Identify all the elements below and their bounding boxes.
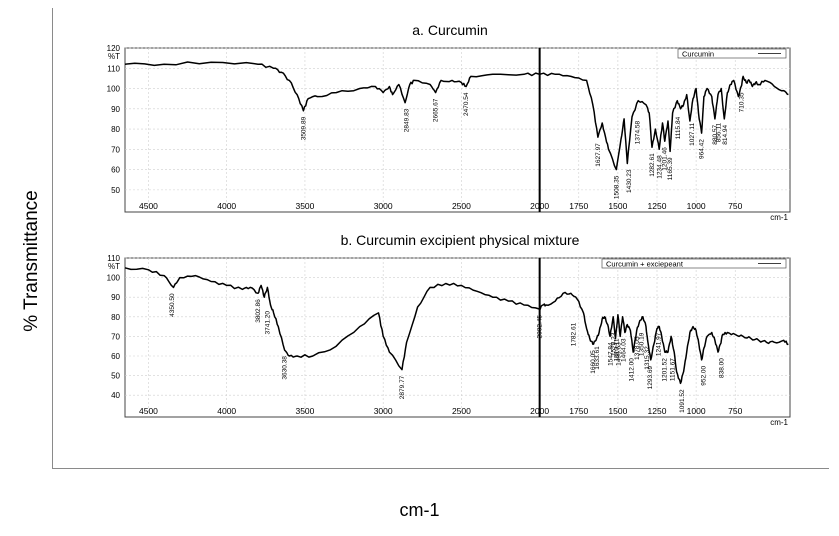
x-unit-label: cm-1 — [770, 418, 788, 427]
peak-label: 3509.89 — [300, 116, 307, 140]
peak-label: 1508.35 — [614, 175, 621, 199]
peak-label: 1430.23 — [626, 169, 633, 193]
plot-area-border — [124, 257, 791, 418]
chart-title-curcumin: a. Curcumin — [412, 22, 488, 38]
peak-label: 838.00 — [719, 358, 726, 378]
peak-label: 1241.97 — [655, 332, 662, 356]
spectrum-panel-1: 40 50 60 70 80 90 100 110%T 4500 4000 3500 3000 2500… — [107, 254, 791, 427]
peak-label: 1412.00 — [629, 358, 636, 382]
peak-label: 952.00 — [701, 366, 708, 386]
x-tick-label: 4000 — [217, 406, 236, 416]
peak-label: 2665.67 — [433, 98, 440, 122]
y-tick-label: 110 — [107, 64, 120, 73]
x-tick-label: 2500 — [452, 406, 471, 416]
x-tick-label: 1750 — [569, 201, 588, 211]
legend-label: Curcumin — [682, 50, 714, 59]
peak-label: 1282.61 — [649, 153, 656, 177]
y-tick-label: 110 — [107, 254, 120, 263]
spectrum-line — [124, 61, 789, 171]
peak-label: 1633.61 — [594, 346, 601, 370]
y-tick-label: 90 — [111, 293, 120, 302]
x-tick-label: 1750 — [569, 406, 588, 416]
spectrum-line — [124, 267, 789, 385]
x-tick-label: 1500 — [608, 201, 627, 211]
y-tick-label: 40 — [111, 391, 120, 400]
chart-title-mixture: b. Curcumin excipient physical mixture — [340, 232, 580, 248]
peak-label: 1510.11 — [613, 338, 620, 361]
x-tick-label: 2500 — [452, 201, 471, 211]
peak-label: 2470.54 — [463, 92, 470, 116]
y-tick-label: 80 — [111, 313, 120, 322]
peak-label: 1151.67 — [669, 358, 676, 381]
x-unit-label: cm-1 — [770, 213, 788, 222]
peak-label: 1091.52 — [679, 389, 686, 413]
legend-box — [601, 258, 787, 269]
peak-label: 1627.97 — [595, 143, 602, 167]
peak-label: 1547.84 — [607, 342, 614, 366]
x-tick-label: 4500 — [139, 201, 158, 211]
peak-label: 1115.84 — [675, 116, 682, 139]
legend-box — [677, 48, 787, 59]
y-tick-label: 80 — [111, 125, 120, 134]
peak-label: 1201.46 — [662, 147, 669, 171]
peak-label: 1293.69 — [647, 366, 654, 390]
x-tick-label: 3500 — [295, 201, 314, 211]
peak-label: 1027.11 — [689, 123, 696, 146]
spectrum-panel-0: 50 60 70 80 90 100 110 120%T 4500 4000 3500 3000 250… — [107, 44, 791, 222]
peak-label: 1464.03 — [621, 338, 628, 362]
peak-label: 1201.52 — [662, 358, 669, 382]
y-tick-label: 70 — [111, 145, 120, 154]
y-tick-label: 70 — [111, 332, 120, 341]
y-unit-label: %T — [108, 52, 120, 61]
peak-label: 1315.32 — [644, 346, 651, 370]
x-tick-label: 1000 — [687, 201, 706, 211]
peak-label: 2002.45 — [536, 315, 543, 339]
peak-label: 1165.39 — [667, 157, 674, 180]
peak-label: 1374.58 — [635, 121, 642, 145]
x-tick-label: 1000 — [687, 406, 706, 416]
peak-label: 1350.19 — [638, 332, 645, 356]
peak-label: 4350.50 — [169, 293, 176, 317]
y-tick-label: 120 — [107, 44, 121, 53]
y-tick-label: 50 — [111, 372, 120, 381]
x-tick-label: 1250 — [648, 406, 667, 416]
peak-label: 710.35 — [738, 92, 745, 112]
y-tick-label: 60 — [111, 352, 120, 361]
peak-label: 3802.86 — [255, 299, 262, 323]
peak-label: 880.57 — [712, 125, 719, 145]
y-unit-label: %T — [108, 262, 120, 271]
x-tick-label: 4500 — [139, 406, 158, 416]
peak-label: 856.11 — [716, 123, 723, 143]
y-tick-label: 50 — [111, 186, 120, 195]
peak-label: 2879.77 — [399, 375, 406, 399]
y-tick-label: 100 — [107, 274, 121, 283]
peak-label: 1234.48 — [656, 155, 663, 179]
y-tick-label: 60 — [111, 166, 120, 175]
x-tick-label: 3000 — [374, 201, 393, 211]
peak-label: 1782.61 — [571, 322, 578, 346]
figure-frame — [52, 8, 829, 469]
x-tick-label: 4000 — [217, 201, 236, 211]
peak-label: 1528.23 — [611, 332, 618, 356]
x-tick-label: 3500 — [295, 406, 314, 416]
x-tick-label: 1500 — [608, 406, 627, 416]
peak-label: 2849.83 — [404, 108, 411, 132]
y-tick-label: 100 — [107, 85, 121, 94]
legend-label: Curcumin + exciepeant — [606, 260, 684, 269]
x-tick-label: 750 — [728, 406, 742, 416]
y-tick-label: 90 — [111, 105, 120, 114]
x-tick-label: 1250 — [648, 201, 667, 211]
x-tick-label: 3000 — [374, 406, 393, 416]
peak-label: 814.94 — [722, 125, 729, 145]
peak-label: 3741.20 — [264, 311, 271, 335]
peak-label: 3630.38 — [282, 356, 289, 380]
peak-label: 1378.05 — [634, 336, 641, 360]
peak-label: 1660.05 — [590, 350, 597, 374]
x-axis-label: cm-1 — [399, 500, 440, 520]
peak-label: 1496.63 — [615, 342, 622, 366]
x-tick-label: 750 — [728, 201, 742, 211]
peak-label: 964.42 — [699, 139, 706, 159]
